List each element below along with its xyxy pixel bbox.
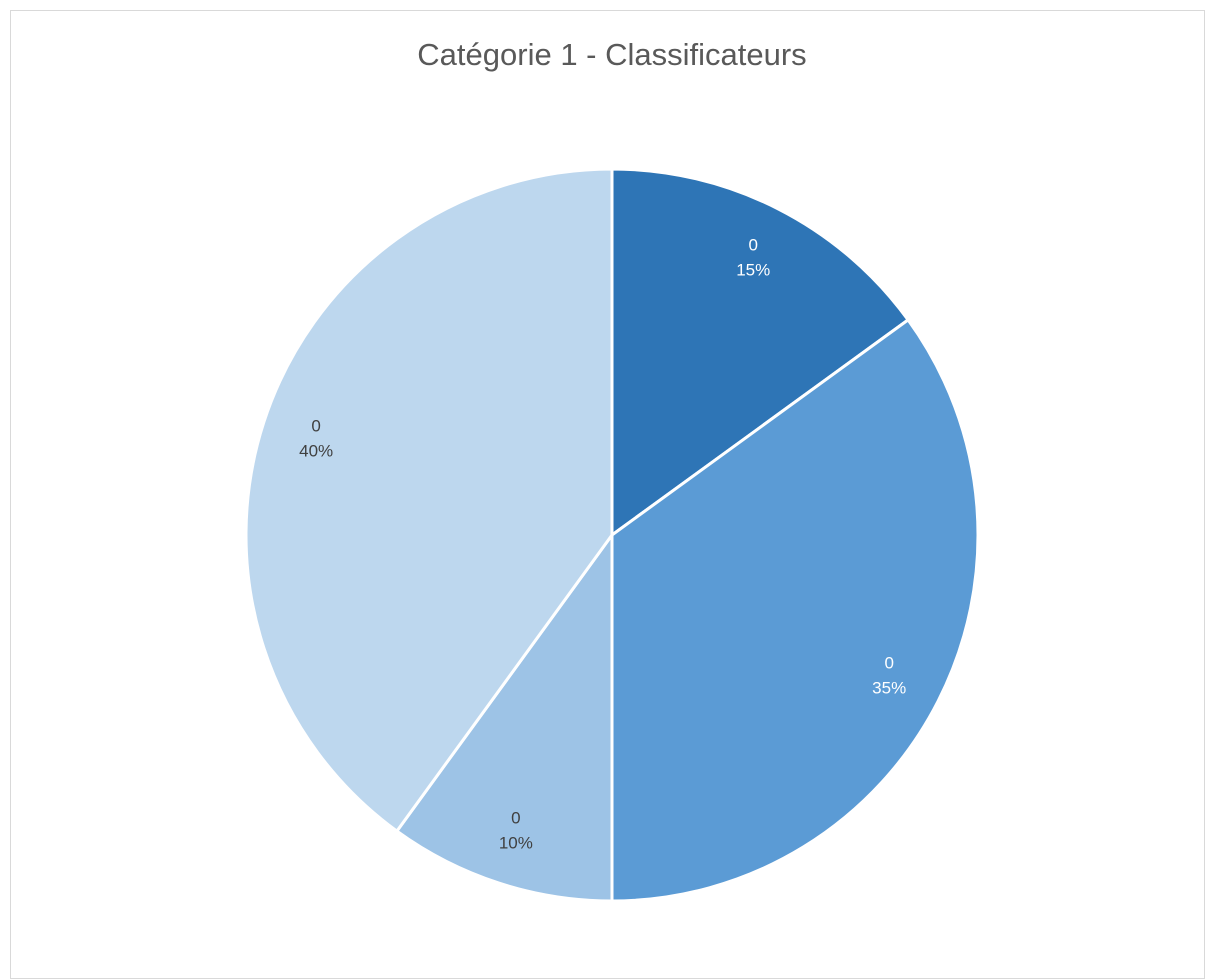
slice-category-label: 0 — [511, 808, 520, 827]
slice-category-label: 0 — [749, 235, 758, 254]
slice-category-label: 0 — [311, 416, 320, 435]
chart-title: Catégorie 1 - Classificateurs — [417, 37, 806, 72]
slice-value-label: 40% — [299, 441, 333, 460]
pie-slice — [394, 530, 614, 903]
pie-slice — [610, 317, 980, 903]
pie-slice — [244, 167, 614, 834]
pie-slice — [610, 167, 911, 538]
slice-value-label: 15% — [736, 260, 770, 279]
slice-value-label: 10% — [499, 833, 533, 852]
slice-category-label: 0 — [884, 654, 893, 673]
slice-value-label: 35% — [872, 679, 906, 698]
